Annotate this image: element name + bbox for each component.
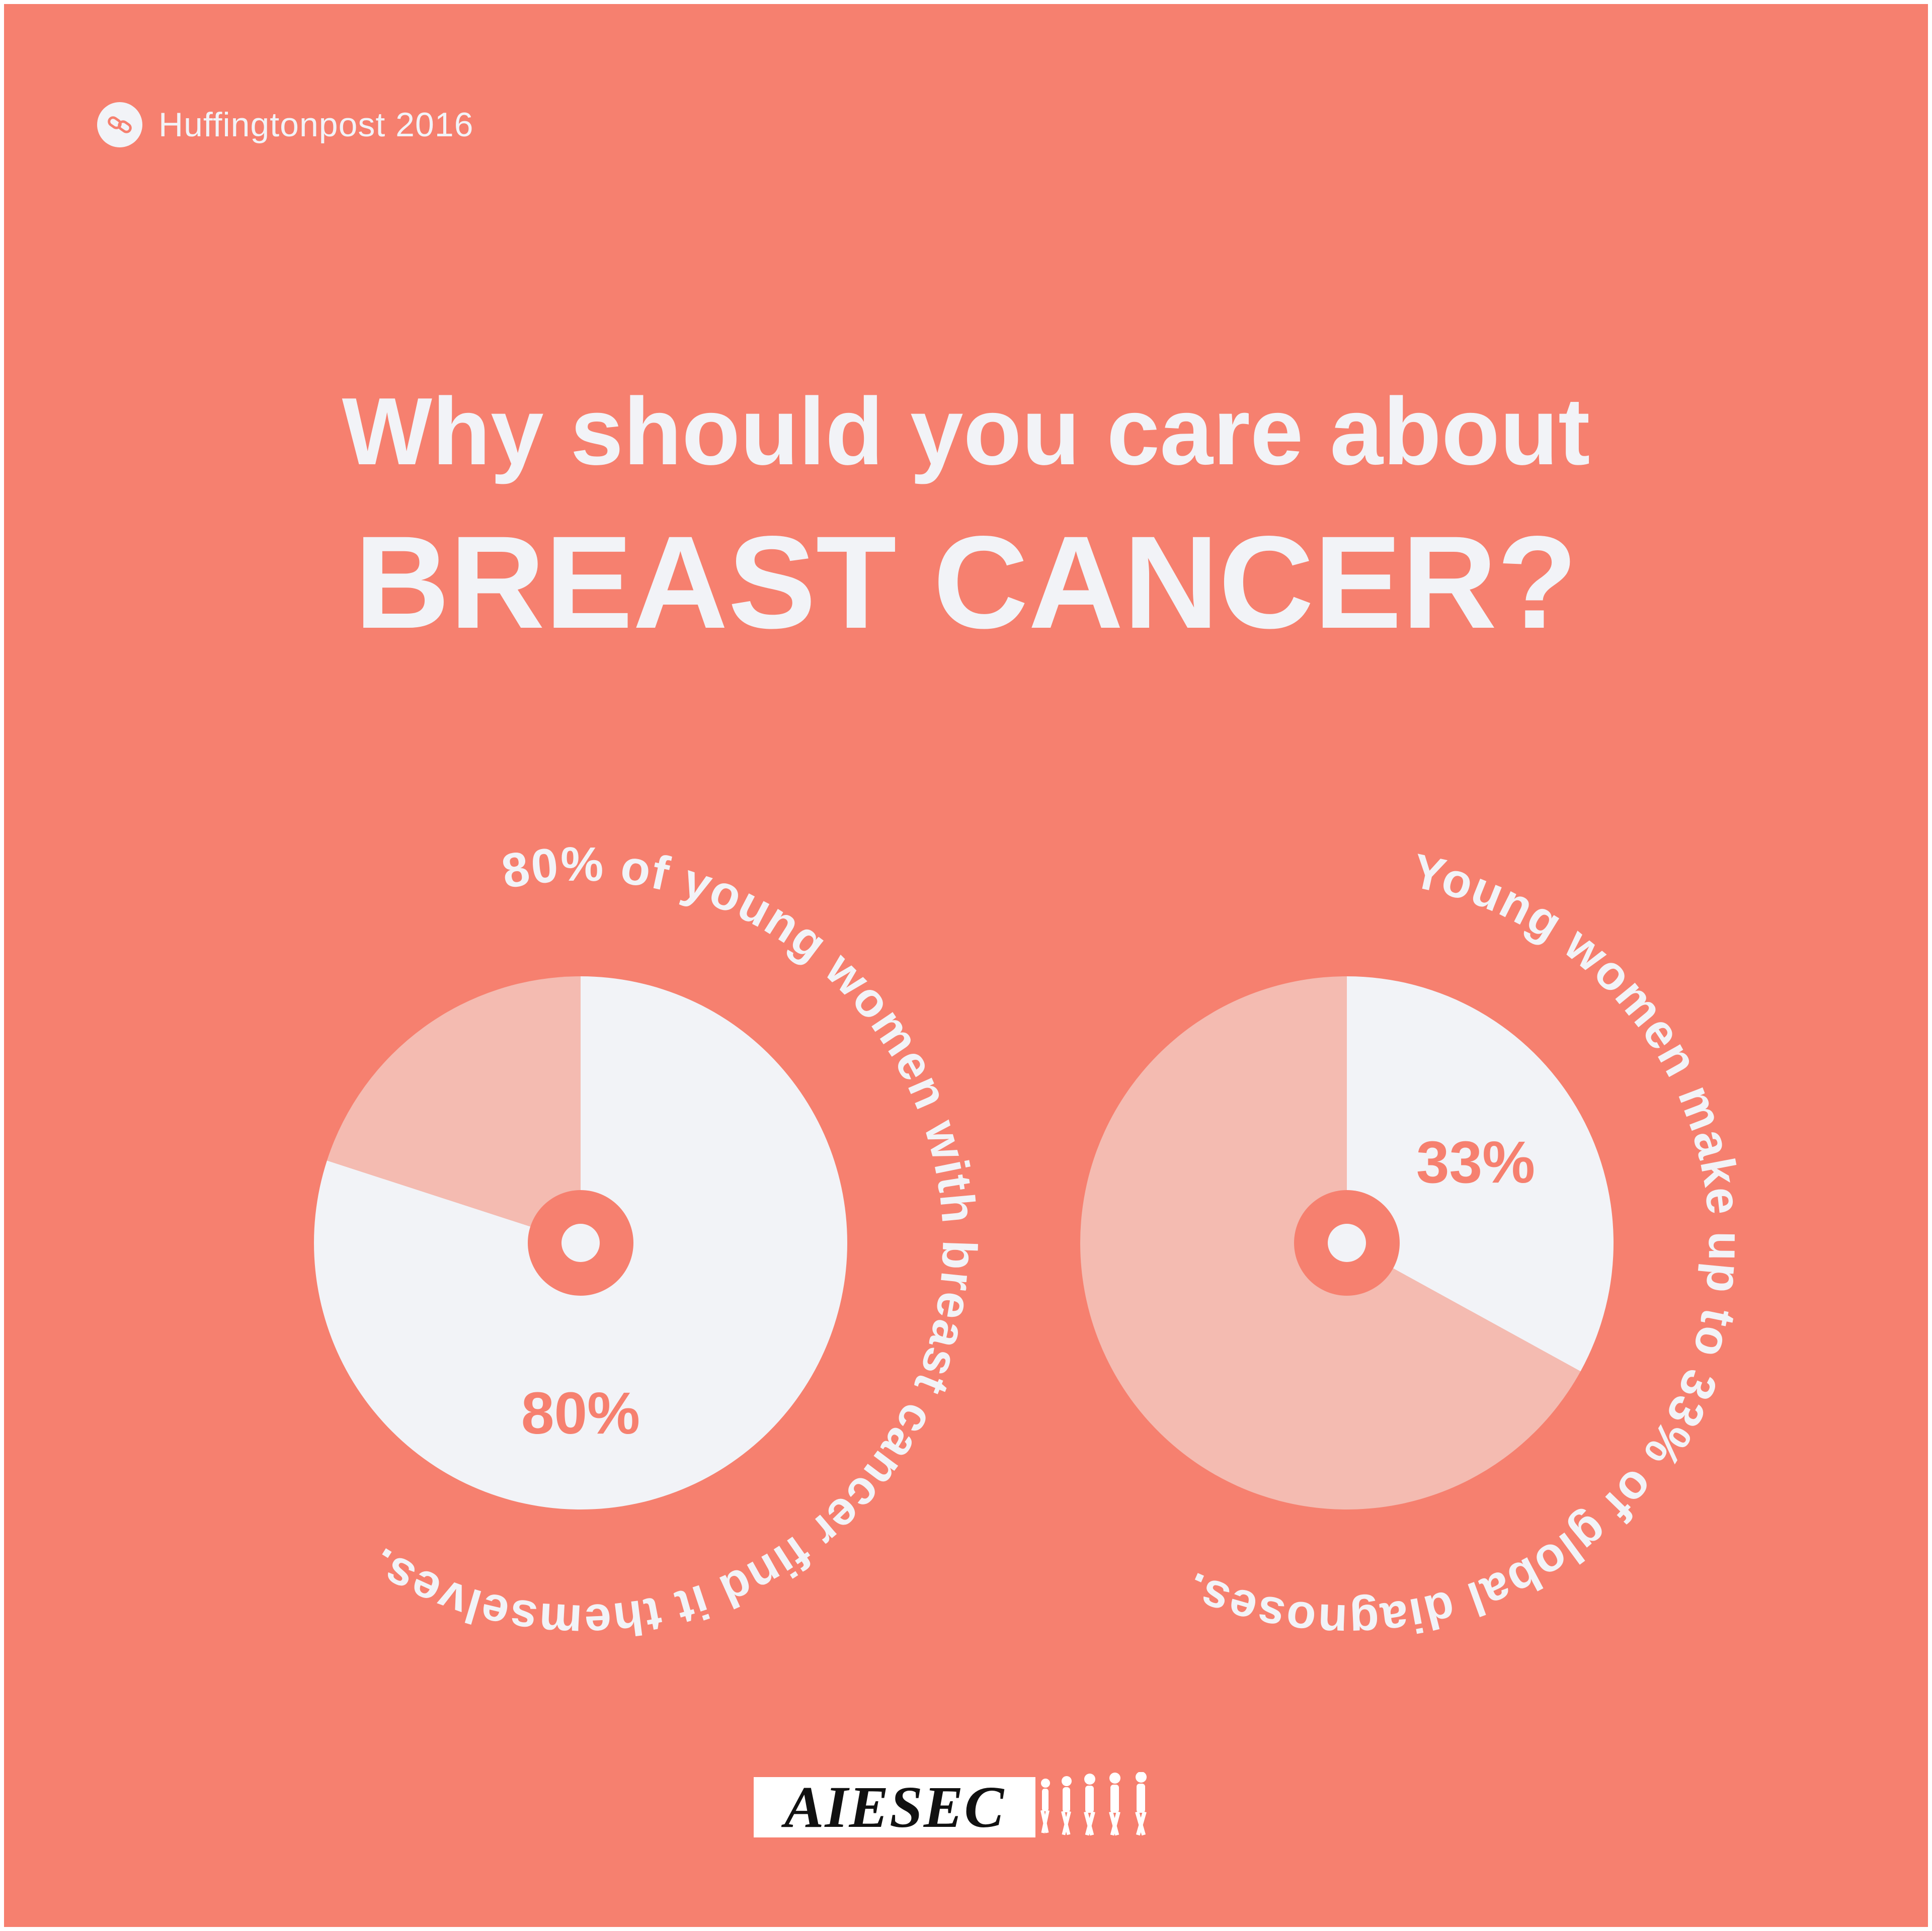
logo-wordmark: AIESEC bbox=[784, 1774, 1005, 1840]
source-label: Huffingtonpost 2016 bbox=[158, 106, 474, 144]
pie-1-slice-2 bbox=[327, 976, 581, 1243]
link-icon bbox=[97, 102, 142, 147]
poster-background: Huffingtonpost 2016 Why should you care … bbox=[4, 4, 1928, 1927]
source-citation: Huffingtonpost 2016 bbox=[97, 102, 473, 147]
pie-2-slice-1 bbox=[1347, 976, 1614, 1372]
pie-1-center-dot bbox=[561, 1224, 600, 1262]
title-question: Why should you care about bbox=[342, 378, 1590, 485]
walking-people-icon bbox=[1040, 1772, 1147, 1836]
title-topic: BREAST CANCER? bbox=[354, 509, 1578, 656]
aiesec-logo: AIESEC bbox=[754, 1772, 1156, 1837]
pie-1-value-label: 80% bbox=[521, 1380, 640, 1447]
pie-2-center-dot bbox=[1328, 1224, 1366, 1262]
pie-charts: 80%80% of young women with breast cancer… bbox=[314, 837, 1751, 1649]
pie-2-value-label: 33% bbox=[1416, 1129, 1535, 1196]
